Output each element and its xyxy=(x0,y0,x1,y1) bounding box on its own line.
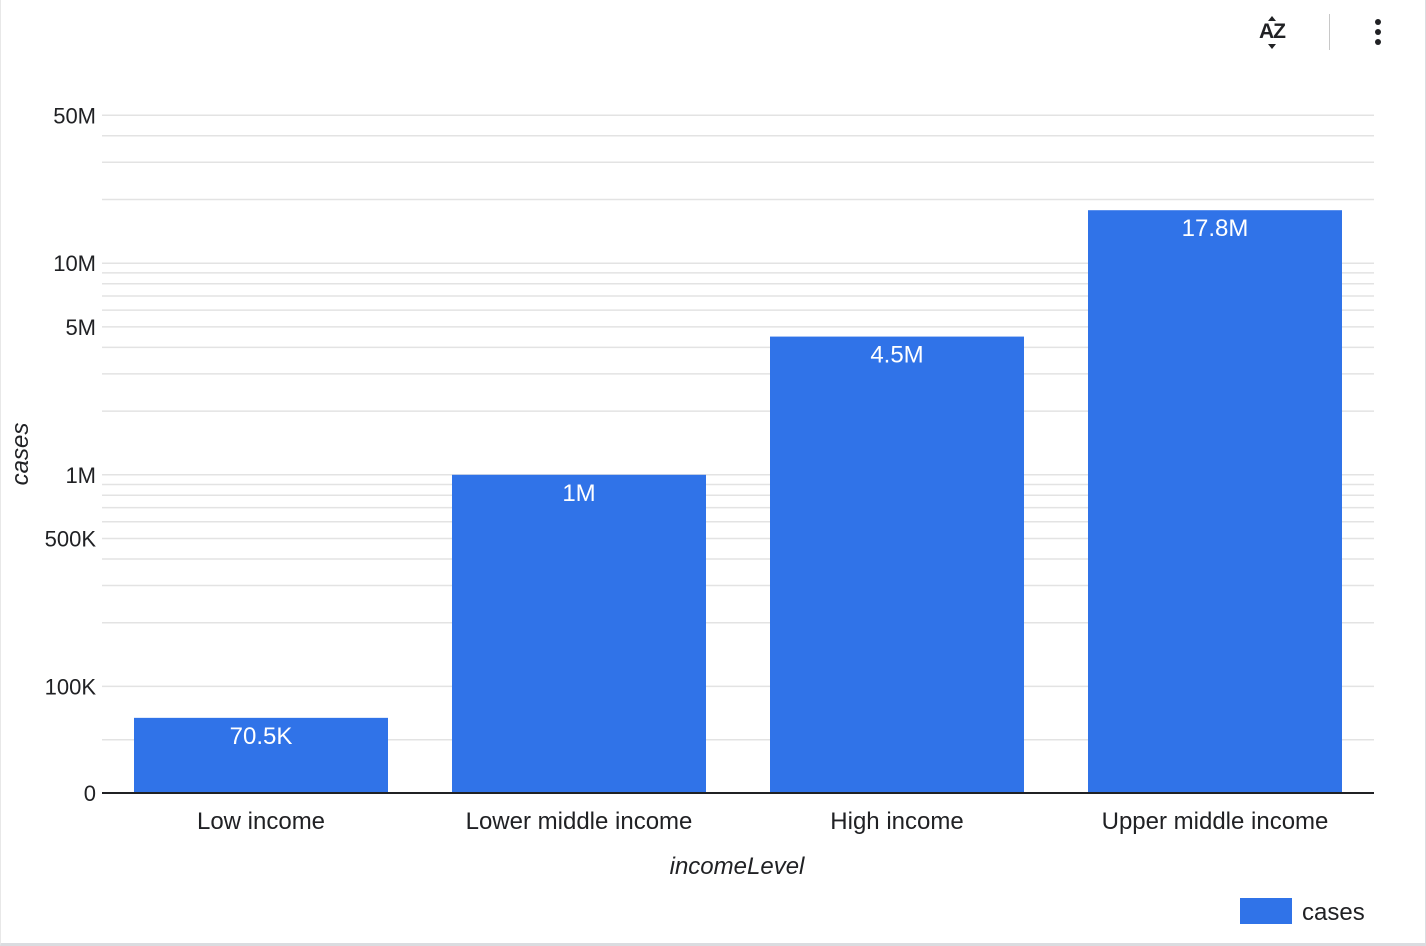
sort-az-icon[interactable]: AZ xyxy=(1252,12,1292,52)
y-tick-label: 10M xyxy=(53,251,96,276)
sort-arrow-up-icon xyxy=(1268,16,1276,21)
bar[interactable] xyxy=(452,474,706,793)
bar-data-label: 4.5M xyxy=(870,342,923,369)
y-tick-label: 100K xyxy=(45,674,97,699)
x-axis-title: incomeLevel xyxy=(670,853,805,880)
x-tick-label: High income xyxy=(830,808,963,835)
legend-swatch xyxy=(1240,898,1292,924)
x-axis-ticks: Low income Lower middle income High income… xyxy=(197,808,1328,835)
bar[interactable] xyxy=(1088,210,1342,793)
sort-arrow-down-icon xyxy=(1268,44,1276,49)
y-tick-label: 0 xyxy=(84,781,96,806)
x-tick-label: Upper middle income xyxy=(1102,808,1329,835)
sort-az-label: AZ xyxy=(1259,20,1286,43)
legend-label: cases xyxy=(1302,899,1365,926)
y-tick-label: 5M xyxy=(65,315,96,340)
y-tick-label: 1M xyxy=(65,463,96,488)
bar-data-label: 1M xyxy=(562,480,595,507)
y-axis-ticks: 0 100K 500K 1M 5M 10M 50M xyxy=(45,103,97,806)
bar-data-label: 70.5K xyxy=(230,723,293,750)
y-tick-label: 50M xyxy=(53,103,96,128)
x-tick-label: Lower middle income xyxy=(466,808,693,835)
bar[interactable] xyxy=(770,336,1024,793)
bar-data-label: 17.8M xyxy=(1182,215,1249,242)
x-tick-label: Low income xyxy=(197,808,325,835)
y-tick-label: 500K xyxy=(45,526,97,551)
more-vert-icon[interactable] xyxy=(1360,12,1396,52)
legend[interactable]: cases xyxy=(1240,898,1365,926)
bars: 70.5K 1M 4.5M 17.8M xyxy=(134,210,1342,793)
bar[interactable] xyxy=(134,717,388,793)
toolbar-divider xyxy=(1329,14,1330,50)
y-axis-title: cases xyxy=(7,423,34,486)
